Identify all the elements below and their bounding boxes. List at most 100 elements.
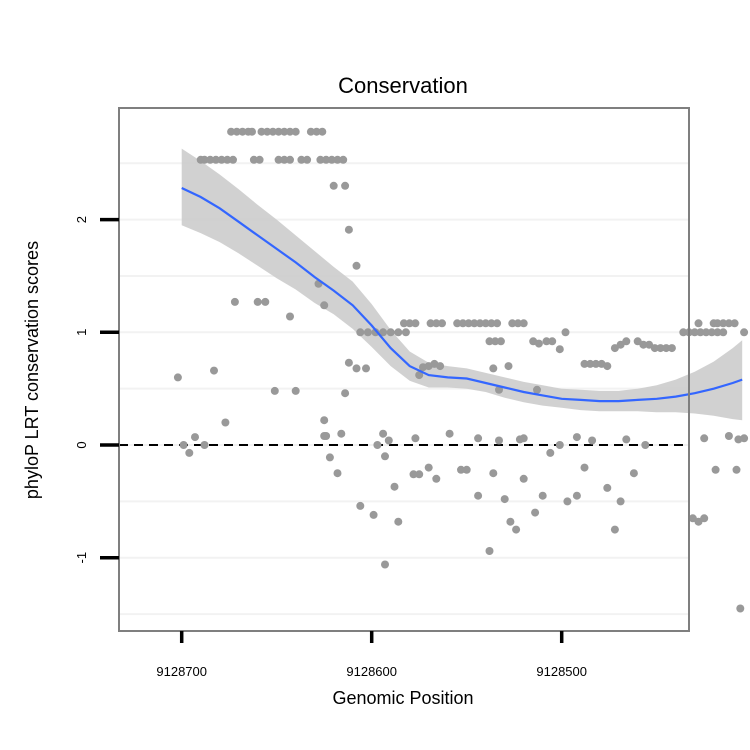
data-point xyxy=(339,155,348,164)
data-point xyxy=(432,474,441,483)
data-point xyxy=(327,155,336,164)
data-point xyxy=(489,364,498,373)
data-point xyxy=(724,319,733,328)
data-point xyxy=(223,155,232,164)
data-point xyxy=(344,358,353,367)
data-point xyxy=(713,319,722,328)
data-point xyxy=(491,337,500,346)
data-point xyxy=(512,525,521,534)
data-point xyxy=(519,434,528,443)
data-point xyxy=(268,127,277,136)
data-point xyxy=(534,339,543,348)
data-point xyxy=(255,155,264,164)
data-point xyxy=(470,319,479,328)
data-point xyxy=(211,155,220,164)
data-point xyxy=(303,155,312,164)
data-point xyxy=(462,465,471,474)
data-point xyxy=(457,465,465,474)
data-point xyxy=(286,155,294,164)
data-point xyxy=(656,344,665,353)
data-point xyxy=(485,337,494,346)
data-point xyxy=(707,328,716,337)
data-point xyxy=(563,497,572,506)
data-point xyxy=(610,525,619,534)
data-point xyxy=(538,491,547,500)
smooth-line-layer xyxy=(181,187,743,403)
data-point xyxy=(316,155,325,164)
data-point xyxy=(531,508,540,517)
chart-title: Conservation xyxy=(338,73,468,98)
data-point xyxy=(325,453,334,462)
data-point xyxy=(280,127,289,136)
data-point xyxy=(386,328,395,337)
data-point xyxy=(719,319,728,328)
data-point xyxy=(381,452,389,461)
data-point xyxy=(508,319,517,328)
data-point xyxy=(629,469,638,478)
data-point xyxy=(210,366,218,375)
data-point xyxy=(732,465,741,474)
data-point xyxy=(489,469,498,478)
data-point xyxy=(586,359,595,368)
data-point xyxy=(572,433,581,442)
data-point xyxy=(297,155,306,164)
data-point xyxy=(736,604,745,613)
data-point xyxy=(702,328,711,337)
data-point xyxy=(191,433,199,442)
data-point xyxy=(572,491,581,500)
data-point xyxy=(261,297,270,306)
data-point xyxy=(500,495,509,504)
x-axis-label: Genomic Position xyxy=(332,688,473,708)
data-point xyxy=(291,386,300,395)
data-point xyxy=(711,465,720,474)
data-point xyxy=(555,441,564,449)
data-point xyxy=(639,340,648,349)
data-point xyxy=(493,319,502,328)
y-tick-label: 2 xyxy=(74,216,89,223)
data-point xyxy=(232,127,241,136)
data-point xyxy=(561,328,570,337)
data-point xyxy=(333,155,342,164)
data-point xyxy=(662,344,671,353)
data-point xyxy=(533,385,541,394)
data-point xyxy=(274,127,283,136)
data-point xyxy=(519,319,528,328)
data-point xyxy=(415,470,424,479)
confidence-ribbon xyxy=(181,148,743,421)
data-point xyxy=(356,328,365,337)
data-point xyxy=(400,319,408,328)
data-point xyxy=(724,432,733,440)
data-point xyxy=(436,362,445,371)
data-point xyxy=(580,463,589,472)
data-point xyxy=(379,328,388,337)
data-point xyxy=(415,371,424,380)
data-point xyxy=(588,436,597,445)
data-point xyxy=(369,510,378,519)
data-point xyxy=(622,435,631,444)
x-tick-label: 9128600 xyxy=(346,664,397,679)
data-point xyxy=(616,497,625,506)
data-point xyxy=(253,297,262,306)
data-point xyxy=(514,319,522,328)
data-point xyxy=(263,127,272,136)
data-point xyxy=(713,328,722,337)
data-point xyxy=(173,373,182,382)
data-point xyxy=(249,155,258,164)
data-point xyxy=(185,448,194,457)
data-point xyxy=(548,337,557,346)
data-point xyxy=(546,448,555,457)
data-point xyxy=(474,434,483,443)
data-point xyxy=(221,418,230,427)
data-point xyxy=(394,517,403,526)
data-point xyxy=(320,416,329,425)
x-tick-label: 9128700 xyxy=(156,664,207,679)
data-point xyxy=(229,155,237,164)
data-point xyxy=(270,386,279,395)
data-point xyxy=(341,389,350,398)
data-point xyxy=(257,127,266,136)
data-point xyxy=(740,328,749,337)
data-point xyxy=(506,517,515,526)
data-point xyxy=(401,328,410,337)
data-point xyxy=(426,319,435,328)
data-point xyxy=(337,429,346,438)
